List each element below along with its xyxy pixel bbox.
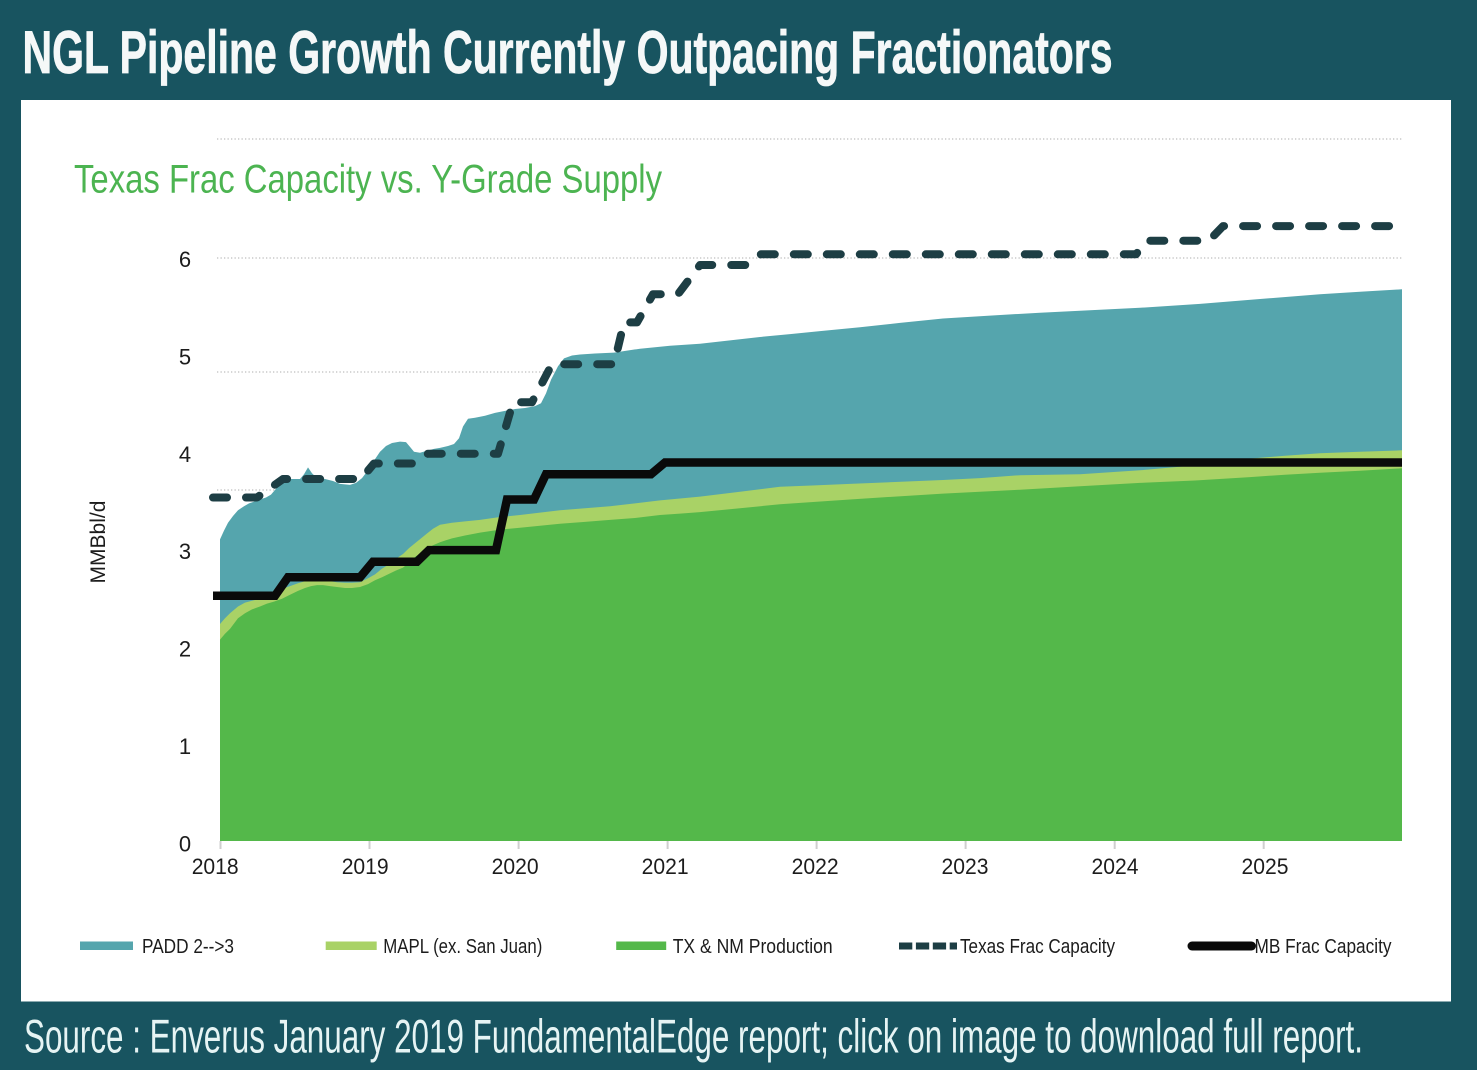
svg-text:0: 0 [179,831,191,856]
svg-text:PADD 2-->3: PADD 2-->3 [142,936,234,958]
svg-text:2023: 2023 [942,854,989,879]
svg-text:MMBbl/d: MMBbl/d [87,501,110,584]
svg-text:4: 4 [179,442,191,467]
svg-text:2021: 2021 [642,854,689,879]
svg-text:Texas Frac Capacity vs. Y-Grad: Texas Frac Capacity vs. Y-Grade Supply [74,158,662,202]
svg-text:3: 3 [179,539,191,564]
svg-text:6: 6 [179,247,191,272]
svg-text:2020: 2020 [492,854,539,879]
svg-text:TX & NM Production: TX & NM Production [673,936,833,958]
svg-text:2018: 2018 [192,854,239,879]
svg-text:2024: 2024 [1092,854,1139,879]
svg-text:Source : Enverus January 2019: Source : Enverus January 2019 Fundamenta… [24,1010,1363,1063]
svg-text:2022: 2022 [792,854,839,879]
svg-text:1: 1 [179,734,191,759]
svg-text:2025: 2025 [1242,854,1289,879]
svg-text:Texas Frac Capacity: Texas Frac Capacity [960,936,1115,958]
svg-text:5: 5 [179,344,191,369]
svg-text:2: 2 [179,637,191,662]
svg-text:2019: 2019 [342,854,389,879]
svg-text:MB Frac Capacity: MB Frac Capacity [1255,936,1392,958]
svg-text:NGL Pipeline Growth Currently: NGL Pipeline Growth Currently Outpacing … [23,19,1113,86]
svg-text:MAPL (ex. San Juan): MAPL (ex. San Juan) [383,936,542,958]
